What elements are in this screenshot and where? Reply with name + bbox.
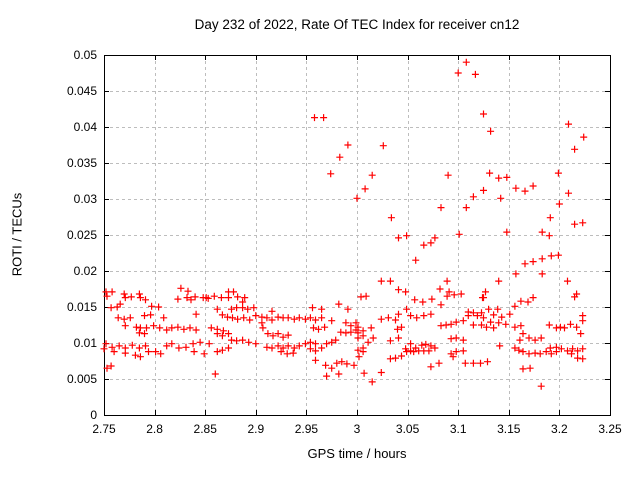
x-tick-label: 3.15 <box>497 422 521 436</box>
y-tick-label: 0.025 <box>67 228 97 242</box>
x-tick-label: 2.8 <box>146 422 163 436</box>
x-tick-label: 2.75 <box>92 422 116 436</box>
y-axis-label: ROTI / TECUs <box>9 192 25 277</box>
grid-lines <box>104 55 610 415</box>
tick-labels: 2.75 2.8 2.85 2.9 2.95 3 3.05 3.1 3.15 3.2 3.25 0 0.… <box>67 48 622 436</box>
y-tick-label: 0.035 <box>67 156 97 170</box>
plot-border <box>104 55 611 416</box>
x-axis-label: GPS time / hours <box>307 446 407 461</box>
x-tick-label: 2.95 <box>295 422 319 436</box>
x-tick-label: 2.85 <box>194 422 218 436</box>
y-tick-label: 0.03 <box>74 192 98 206</box>
x-tick-label: 3.1 <box>450 422 467 436</box>
x-tick-label: 2.9 <box>247 422 264 436</box>
y-tick-label: 0.01 <box>74 336 98 350</box>
y-tick-label: 0.005 <box>67 372 97 386</box>
y-tick-label: 0.015 <box>67 300 97 314</box>
y-tick-label: 0 <box>90 408 97 422</box>
data-points-ROTI <box>100 58 588 390</box>
y-tick-label: 0.04 <box>74 120 98 134</box>
y-tick-label: 0.045 <box>67 84 97 98</box>
x-tick-label: 3.25 <box>598 422 622 436</box>
chart-title: Day 232 of 2022, Rate Of TEC Index for r… <box>194 17 520 32</box>
y-tick-label: 0.05 <box>74 48 98 62</box>
x-tick-label: 3.05 <box>396 422 420 436</box>
y-tick-label: 0.02 <box>74 264 98 278</box>
x-tick-label: 3.2 <box>551 422 568 436</box>
x-tick-label: 3 <box>354 422 361 436</box>
